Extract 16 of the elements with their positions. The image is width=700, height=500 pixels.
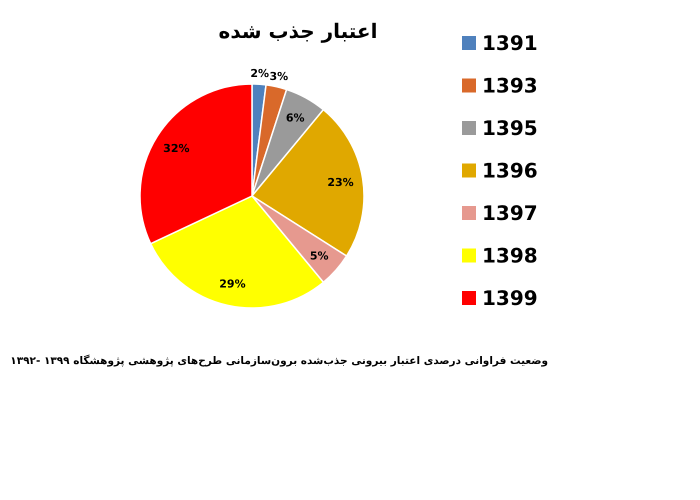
legend-label: 1397 [482,201,538,225]
legend-label: 1398 [482,244,538,268]
text: وضعیت فراوانی درصدی اعتبار بیرونی جذب‌شده برون‌سازمانی طرح‌های پژوهشی پژوهشگاه ۱۳۹۹ -۱۳۹۲ [10,354,548,367]
legend-label: 1391 [482,31,538,55]
legend-label: 1399 [482,286,538,310]
data-label: 6% [286,111,305,124]
legend-label: 1396 [482,158,538,182]
data-label: 5% [310,249,329,262]
legend-label: 1393 [482,74,538,98]
data-label: 32% [163,142,190,155]
legend-label: 1395 [482,116,538,140]
data-label: 23% [327,176,354,189]
data-label: 2% [250,67,270,80]
data-label: 3% [270,70,288,83]
chart-title: اعتبار جذب شده [218,19,378,43]
data-label: 29% [219,277,246,290]
